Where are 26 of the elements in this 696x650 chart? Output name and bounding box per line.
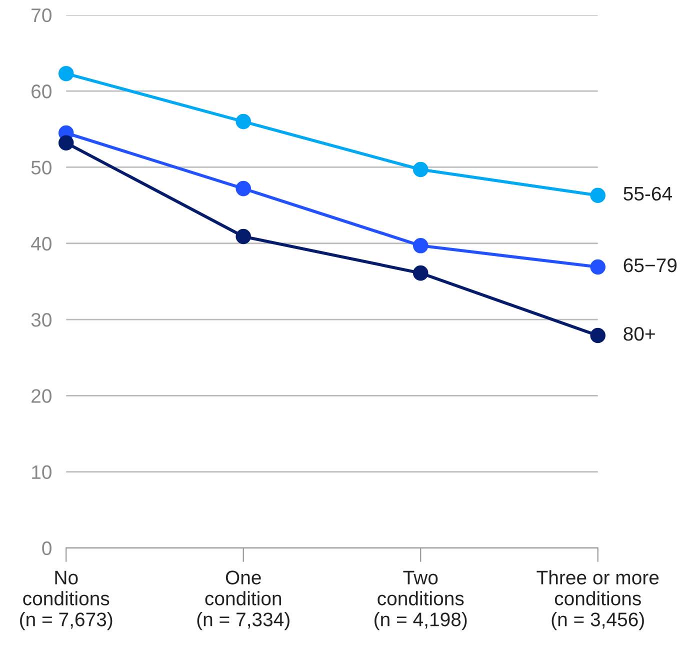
x-tick-label: Three or more conditions (n = 3,456) [536,570,659,630]
point [58,135,74,151]
series-label: 55-64 [624,186,672,201]
y-tick-label: 40 [31,236,52,251]
y-tick-label: 70 [32,8,52,22]
point [590,259,606,275]
y-tick-label: 10 [32,465,52,480]
point [236,180,252,196]
point [412,265,428,281]
point [590,328,606,344]
y-tick-label: 20 [32,389,52,403]
x-tick-label: One condition (n = 7,334) [197,570,290,630]
x-tick-label: Two conditions (n = 4,198) [374,570,467,630]
y-tick-label: 50 [31,160,52,174]
point [236,114,252,130]
y-tick-label: 30 [31,312,52,327]
y-tick-label: 60 [32,84,52,98]
point [236,228,252,244]
series-label: 80+ [624,326,655,341]
x-tick-label: No conditions (n = 7,673) [20,570,112,630]
point [412,238,428,254]
point [590,188,606,204]
series-label: 65−79 [624,258,677,272]
point [412,162,428,178]
point [58,66,74,82]
y-tick-label: 0 [42,541,52,556]
